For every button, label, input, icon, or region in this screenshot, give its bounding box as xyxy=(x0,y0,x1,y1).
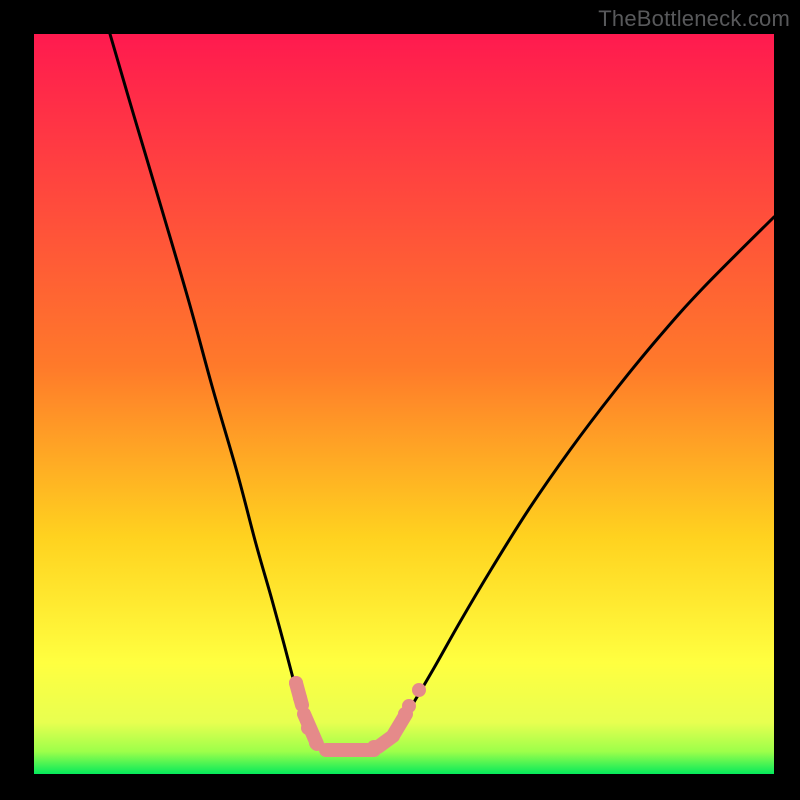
curve-left-branch xyxy=(110,34,304,724)
marker-dot xyxy=(412,683,426,697)
curve-right-branch xyxy=(400,217,774,724)
marker-group xyxy=(289,676,426,754)
marker-dot xyxy=(293,691,307,705)
marker-dot xyxy=(309,736,323,750)
marker-dot xyxy=(289,676,303,690)
watermark-text: TheBottleneck.com xyxy=(598,6,790,32)
marker-dot xyxy=(402,699,416,713)
chart-plot-area xyxy=(34,34,774,774)
marker-dot xyxy=(367,740,381,754)
marker-dot xyxy=(301,721,315,735)
chart-svg xyxy=(34,34,774,774)
